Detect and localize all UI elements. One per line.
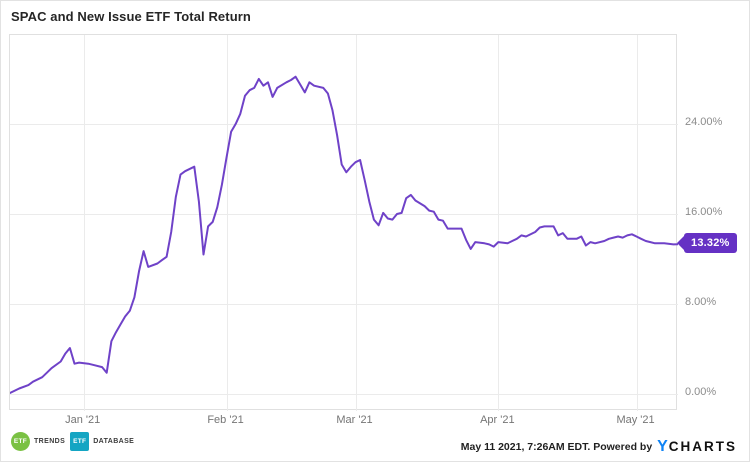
ycharts-wordmark: CHARTS [668, 439, 737, 455]
footer-logos: ETF TRENDS ETF DATABASE [11, 432, 134, 451]
y-tick-label: 16.00% [685, 205, 723, 218]
etf-trends-label: TRENDS [34, 438, 66, 445]
x-tick-label: Feb '21 [207, 414, 244, 426]
etf-database-icon: ETF [70, 432, 90, 451]
etf-database-logo[interactable]: ETF DATABASE [70, 432, 134, 451]
ycharts-y-icon: Y [657, 438, 668, 455]
y-axis-labels: 0.00% 8.00% 16.00% 24.00% [685, 1, 745, 431]
etf-trends-logo[interactable]: ETF TRENDS [11, 432, 65, 451]
x-tick-label: Jan '21 [65, 414, 101, 426]
y-tick-label: 24.00% [685, 115, 723, 128]
x-tick-label: Mar '21 [336, 414, 373, 426]
etf-trends-icon: ETF [11, 432, 30, 451]
x-tick-label: Apr '21 [480, 414, 515, 426]
total-return-line-series [10, 75, 678, 394]
plot-svg[interactable] [10, 35, 678, 411]
ycharts-logo[interactable]: Y CHARTS [657, 439, 737, 455]
footer-attribution: May 11 2021, 7:26AM EDT. Powered by Y CH… [461, 439, 737, 455]
chart-title: SPAC and New Issue ETF Total Return [11, 9, 251, 24]
y-tick-label: 8.00% [685, 296, 717, 309]
y-tick-label: 0.00% [685, 386, 717, 399]
last-value-badge: 13.32% [684, 233, 737, 254]
x-tick-label: May '21 [616, 414, 655, 426]
x-axis-labels: Jan '21 Feb '21 Mar '21 Apr '21 May '21 [1, 414, 750, 430]
timestamp-text: May 11 2021, 7:26AM EDT. Powered by [460, 441, 656, 453]
plot-area[interactable] [9, 34, 678, 411]
etf-database-label: DATABASE [93, 438, 135, 445]
